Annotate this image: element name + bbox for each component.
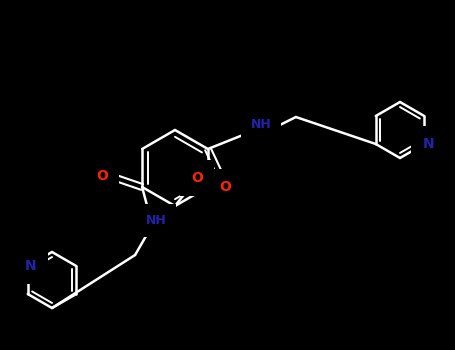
Text: N: N bbox=[422, 137, 434, 151]
Text: NH: NH bbox=[251, 118, 271, 131]
Text: O: O bbox=[219, 180, 231, 194]
Text: NH: NH bbox=[146, 214, 167, 226]
Text: N: N bbox=[25, 259, 36, 273]
Text: O: O bbox=[191, 171, 203, 185]
Text: O: O bbox=[96, 169, 108, 183]
